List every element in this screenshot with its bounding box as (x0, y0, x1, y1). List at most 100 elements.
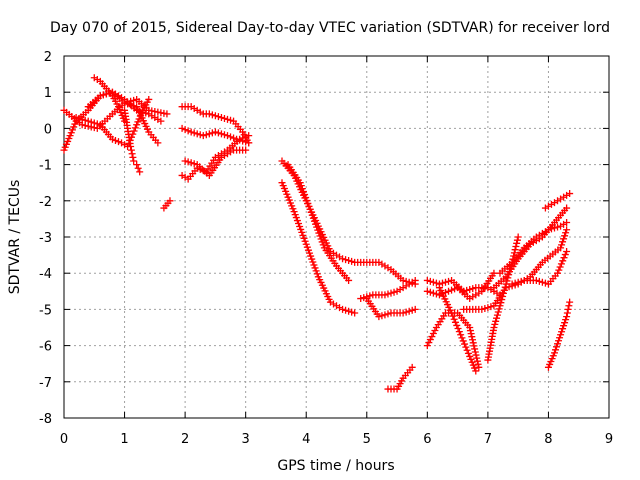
data-point-fill (470, 342, 478, 350)
data-point-fill (499, 289, 507, 297)
data-point (423, 287, 431, 295)
data-point-fill (555, 266, 563, 274)
data-point (357, 295, 365, 303)
data-point-fill (345, 307, 353, 315)
y-tick-label: -6 (39, 340, 52, 355)
data-point-fill (445, 287, 453, 295)
data-point-fill (78, 115, 86, 123)
data-point-fill (463, 346, 471, 354)
data-point-fill (90, 119, 98, 127)
data-point-fill (469, 336, 477, 344)
data-point (145, 95, 153, 103)
data-point (411, 276, 419, 284)
data-point-fill (342, 306, 350, 314)
data-point-fill (561, 232, 569, 240)
data-point-fill (514, 278, 522, 286)
data-point-fill (468, 333, 476, 341)
data-point (236, 135, 244, 143)
data-point (381, 291, 389, 299)
data-point-fill (428, 333, 436, 341)
data-point-fill (511, 246, 519, 254)
data-point-fill (348, 257, 356, 265)
data-point (108, 135, 116, 143)
data-point (130, 157, 138, 165)
data-point-fill (454, 325, 462, 333)
data-point-fill (390, 288, 398, 296)
data-point (514, 233, 522, 241)
data-point-fill (93, 120, 101, 128)
data-point (224, 132, 231, 140)
data-point (217, 114, 225, 122)
data-point (375, 313, 383, 321)
data-point (178, 124, 186, 132)
data-point-fill (493, 311, 501, 319)
data-point (448, 309, 456, 317)
data-point-fill (384, 290, 392, 298)
data-point (472, 367, 480, 375)
data-point-fill (360, 294, 368, 302)
data-point-fill (342, 256, 350, 264)
series-track-u (435, 284, 480, 375)
y-tick-label: -1 (39, 159, 52, 174)
data-point (163, 110, 171, 118)
data-point-fill (541, 279, 549, 287)
series-track-o (357, 276, 419, 303)
data-point (508, 280, 516, 288)
y-tick-label: -5 (39, 303, 52, 318)
data-point-fill (432, 290, 440, 298)
data-point-fill (559, 238, 567, 246)
data-point-fill (348, 308, 356, 316)
data-point-fill (491, 320, 499, 328)
data-point-fill (448, 286, 456, 294)
data-point (127, 143, 135, 150)
data-point-fill (464, 349, 472, 357)
data-point-fill (487, 303, 495, 311)
data-point-fill (75, 114, 83, 122)
series-track-p (363, 295, 419, 321)
data-point-fill (474, 360, 482, 368)
data-point-fill (449, 312, 457, 320)
data-point (351, 309, 359, 317)
data-point-fill (184, 127, 192, 135)
data-point (566, 298, 574, 306)
data-point-fill (429, 278, 437, 286)
data-point (478, 305, 486, 313)
data-point-fill (426, 277, 434, 285)
data-point-fill (111, 136, 119, 144)
data-point (563, 219, 571, 227)
x-tick-label: 8 (544, 432, 552, 447)
data-point (551, 349, 558, 357)
data-point-fill (469, 285, 477, 293)
data-point (157, 117, 165, 125)
data-point (205, 110, 213, 118)
y-tick-label: -2 (39, 195, 52, 210)
data-point-fill (471, 345, 479, 353)
data-point-fill (190, 160, 198, 168)
y-tick-label: 1 (44, 86, 52, 101)
data-point-fill (242, 133, 250, 141)
data-point-fill (565, 302, 573, 310)
data-point (399, 276, 407, 284)
data-point-fill (193, 130, 201, 138)
data-point-fill (442, 289, 449, 297)
data-point-fill (99, 91, 107, 99)
data-point-fill (556, 263, 564, 271)
x-tick-label: 1 (120, 432, 128, 447)
data-point-fill (547, 225, 555, 233)
data-point-fill (561, 251, 569, 259)
data-point-fill (499, 292, 507, 300)
data-point-fill (459, 337, 467, 345)
data-point-fill (87, 118, 95, 126)
data-point-fill (426, 336, 434, 344)
data-point (490, 269, 498, 277)
data-point-fill (378, 312, 386, 320)
data-point-fill (471, 348, 479, 356)
data-point (72, 114, 80, 122)
x-tick-label: 7 (484, 432, 492, 447)
data-point (84, 117, 92, 125)
grid (64, 56, 609, 418)
data-points (60, 74, 574, 393)
data-point-fill (498, 296, 506, 304)
y-tick-label: -8 (39, 412, 52, 427)
x-tick-label: 3 (242, 432, 250, 447)
